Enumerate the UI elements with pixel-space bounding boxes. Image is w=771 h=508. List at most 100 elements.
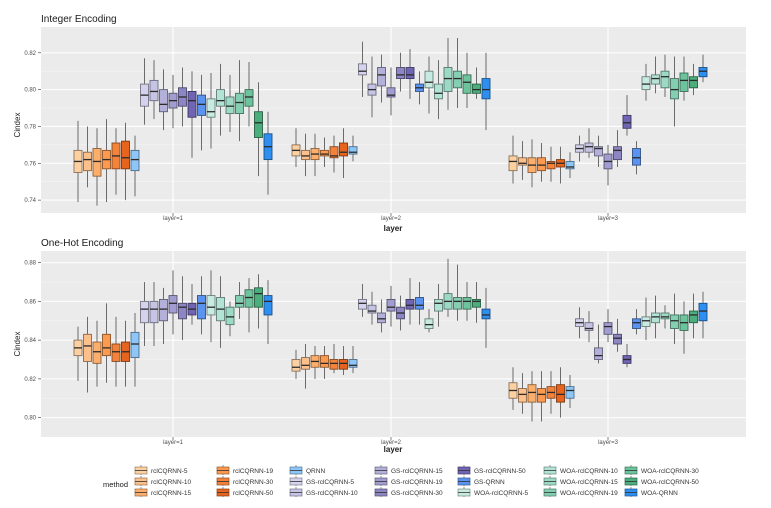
box-woa-rclcqrnn-50: [689, 293, 698, 339]
box-iqr: [263, 295, 273, 316]
box-rclcqrnn-15: [527, 139, 537, 188]
box-iqr: [235, 92, 244, 115]
box-iqr: [424, 318, 434, 329]
box-woa-qrnn: [481, 287, 491, 348]
box-gs-qrnn: [197, 74, 206, 151]
legend-label: WOA-QRNN: [641, 490, 678, 497]
legend-label: rclCQRNN-15: [151, 490, 191, 497]
legend-item: QRNN: [289, 465, 325, 475]
box-iqr: [641, 316, 651, 328]
box-gs-rclcqrnn-15: [377, 299, 386, 333]
box-iqr: [537, 388, 546, 403]
box-iqr: [206, 295, 216, 316]
box-rclcqrnn-50: [556, 367, 565, 418]
y-tick-label: 0.84: [24, 338, 36, 344]
box-woa-qrnn: [698, 291, 708, 339]
box-gs-rclcqrnn-30: [396, 52, 405, 92]
box-iqr: [622, 114, 632, 129]
box-rclcqrnn-30: [111, 316, 121, 387]
box-iqr: [92, 341, 102, 364]
box-iqr: [472, 298, 481, 308]
box-qrnn: [130, 135, 140, 197]
box-qrnn: [348, 345, 358, 374]
box-iqr: [301, 149, 310, 161]
box-iqr: [254, 287, 263, 308]
box-iqr: [689, 310, 698, 324]
box-gs-rclcqrnn-19: [386, 285, 396, 327]
box-woa-rclcqrnn-50: [472, 67, 481, 99]
box-iqr: [149, 79, 159, 102]
legend-label: rclCQRNN-5: [151, 468, 188, 475]
box-rclcqrnn-19: [320, 137, 329, 167]
box-iqr: [339, 142, 348, 157]
box-woa-rclcqrnn-10: [651, 295, 660, 339]
legend-item: WOA-rclCQRNN-10: [543, 465, 618, 475]
box-iqr: [254, 111, 263, 138]
box-iqr: [130, 331, 140, 359]
box-woa-rclcqrnn-30: [462, 282, 472, 321]
box-iqr: [481, 78, 491, 100]
box-iqr: [453, 297, 462, 310]
box-iqr: [537, 157, 546, 172]
legend-item: GS-rclCQRNN-30: [374, 487, 443, 497]
box-iqr: [462, 297, 472, 310]
box-woa-rclcqrnn-19: [453, 264, 462, 321]
box-woa-rclcqrnn-30: [679, 301, 689, 354]
box-gs-rclcqrnn-50: [622, 95, 632, 136]
box-gs-rclcqrnn-15: [377, 54, 386, 103]
box-gs-rclcqrnn-10: [584, 311, 594, 343]
box-rclcqrnn-50: [121, 122, 130, 201]
box-woa-qrnn: [481, 52, 491, 131]
x-tick-label: layer=2: [381, 440, 402, 446]
box-iqr: [339, 359, 348, 370]
box-woa-rclcqrnn-15: [660, 305, 670, 329]
box-iqr: [149, 300, 159, 324]
box-gs-rclcqrnn-50: [405, 278, 415, 325]
box-iqr: [329, 359, 339, 370]
y-tick-label: 0.78: [24, 124, 36, 130]
box-rclcqrnn-5: [73, 326, 83, 381]
box-iqr: [168, 295, 178, 314]
legend-item: rclCQRNN-50: [216, 487, 273, 497]
box-rclcqrnn-10: [518, 141, 527, 180]
box-qrnn: [565, 152, 575, 179]
y-tick-label: 0.82: [24, 377, 36, 383]
legend-label: rclCQRNN-10: [151, 479, 191, 486]
box-iqr: [443, 67, 453, 92]
box-gs-rclcqrnn-50: [405, 49, 415, 99]
box-rclcqrnn-10: [301, 133, 310, 177]
box-iqr: [130, 149, 140, 172]
box-iqr: [698, 302, 708, 322]
box-gs-rclcqrnn-5: [358, 283, 367, 317]
box-rclcqrnn-5: [291, 128, 301, 167]
box-woa-rclcqrnn-15: [443, 38, 453, 110]
box-iqr: [453, 70, 462, 89]
box-gs-rclcqrnn-30: [396, 295, 405, 331]
panel-title: One-Hot Encoding: [41, 238, 123, 249]
box-gs-rclcqrnn-5: [140, 58, 149, 125]
legend-item: WOA-QRNN: [624, 487, 678, 497]
box-iqr: [235, 295, 244, 308]
box-woa-rclcqrnn-5: [641, 297, 651, 341]
box-rclcqrnn-19: [537, 143, 546, 182]
box-woa-rclcqrnn-10: [434, 283, 443, 327]
legend-item: WOA-rclCQRNN-30: [624, 465, 699, 475]
plot-background: [41, 251, 746, 437]
box-rclcqrnn-30: [546, 146, 556, 182]
box-gs-rclcqrnn-30: [613, 318, 622, 352]
legend: method rclCQRNN-5 rclCQRNN-10 rclCQRNN-15 r…: [103, 465, 699, 497]
box-iqr: [405, 67, 415, 80]
box-rclcqrnn-5: [291, 349, 301, 379]
box-iqr: [358, 298, 367, 310]
box-iqr: [92, 148, 102, 177]
legend-label: GS-rclCQRNN-19: [391, 479, 443, 486]
box-rclcqrnn-50: [339, 345, 348, 375]
legend-item: WOA-rclCQRNN-5: [457, 487, 529, 497]
box-iqr: [386, 87, 396, 98]
box-gs-qrnn: [197, 276, 206, 335]
box-woa-rclcqrnn-15: [225, 74, 235, 132]
legend-item: WOA-rclCQRNN-15: [543, 476, 618, 486]
x-tick-label: layer=3: [598, 216, 619, 222]
box-iqr: [291, 359, 301, 372]
